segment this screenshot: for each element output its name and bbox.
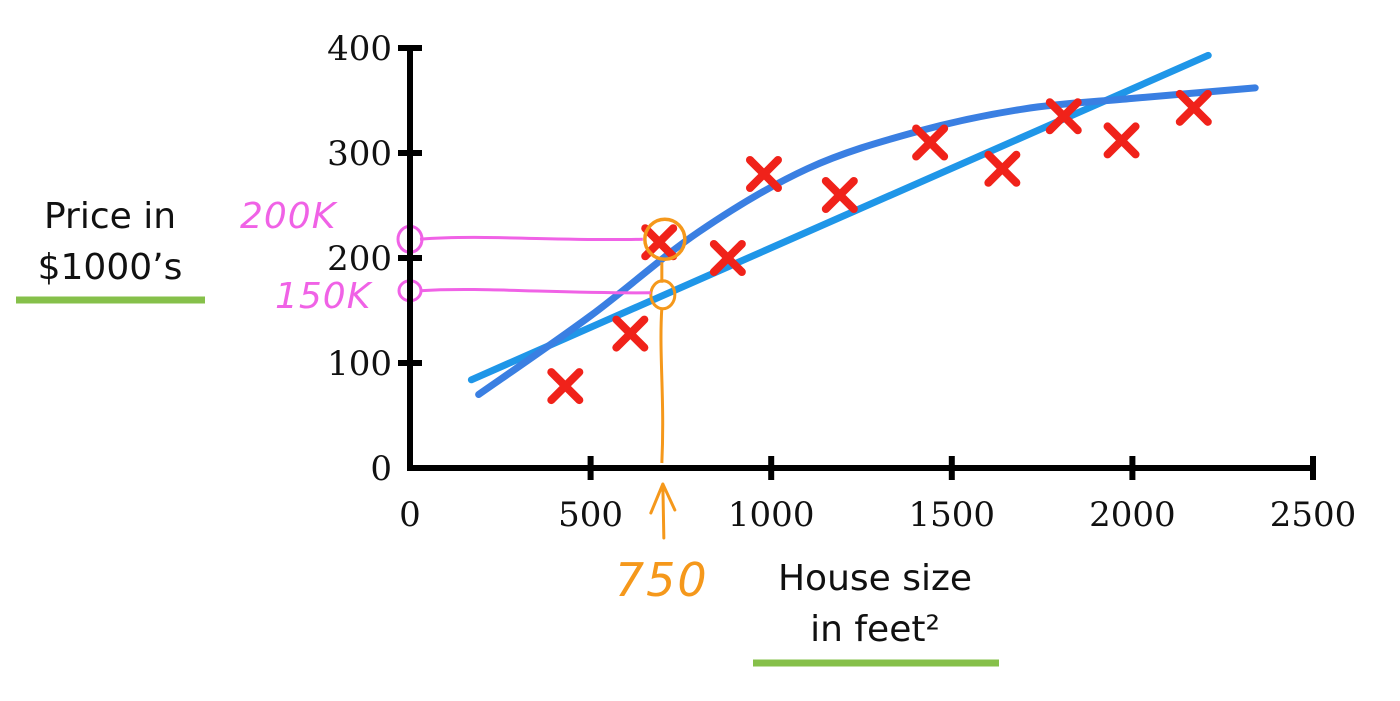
data-point-7 — [912, 124, 949, 161]
x-guide-line — [659, 307, 665, 464]
data-point-9 — [1045, 98, 1082, 135]
data-point-2 — [612, 315, 649, 352]
x-axis-title-line-2: in feet² — [810, 609, 940, 650]
x-tick-label: 1500 — [909, 495, 996, 535]
cross-stroke — [547, 368, 584, 405]
data-point-1 — [547, 368, 584, 405]
x-axis-title-line-1: House size — [778, 558, 972, 599]
data-point-6 — [821, 177, 858, 213]
labels: 0 500 1000 1500 2000 2500 0 100 200 300 400 Price i… — [38, 29, 1357, 650]
underlines — [16, 296, 999, 667]
cross-stroke — [1103, 122, 1140, 159]
cross-stroke — [745, 156, 782, 192]
cross-stroke — [912, 124, 949, 161]
cross-stroke — [709, 240, 746, 276]
curve-fit-line — [475, 84, 1259, 398]
orange-circle-curve — [643, 217, 687, 261]
x-marker-arrow — [649, 482, 677, 540]
x-tick-label: 500 — [558, 495, 623, 535]
x-tick-label: 0 — [399, 495, 421, 535]
data-points — [547, 89, 1212, 405]
orange-circle-line — [649, 279, 677, 311]
x-tick-label: 2000 — [1089, 495, 1176, 535]
y-tick-label: 200 — [327, 239, 392, 279]
y-marker-label-150k: 150K — [275, 276, 373, 317]
x-marker-label: 750 — [615, 553, 709, 607]
y-marker-label-200k: 200K — [240, 196, 338, 237]
y-tick-label: 100 — [327, 344, 392, 384]
y-tick-label: 300 — [327, 134, 392, 174]
x-tick-label: 2500 — [1270, 495, 1357, 535]
data-point-8 — [984, 150, 1021, 187]
x-tick-label: 1000 — [728, 495, 815, 535]
y-guide-line-200k — [419, 235, 643, 242]
straight-fit-line — [467, 51, 1212, 384]
data-point-10 — [1103, 122, 1140, 159]
annotations: 750 200K 150K — [240, 196, 709, 607]
cross-stroke — [1045, 98, 1082, 135]
cross-stroke — [1175, 89, 1212, 126]
data-point-5 — [745, 156, 782, 192]
cross-stroke — [821, 177, 858, 213]
cross-stroke — [984, 150, 1021, 187]
y-guide-line-150k — [419, 288, 651, 295]
data-point-4 — [709, 240, 746, 276]
y-axis-title-line-1: Price in — [44, 196, 176, 237]
y-axis-title-line-2: $1000’s — [38, 247, 183, 288]
data-point-11 — [1175, 89, 1212, 126]
axes — [398, 45, 1316, 480]
fit-lines — [467, 51, 1259, 398]
y-tick-label: 0 — [370, 449, 392, 489]
cross-stroke — [612, 315, 649, 352]
y-tick-label: 400 — [327, 29, 392, 69]
